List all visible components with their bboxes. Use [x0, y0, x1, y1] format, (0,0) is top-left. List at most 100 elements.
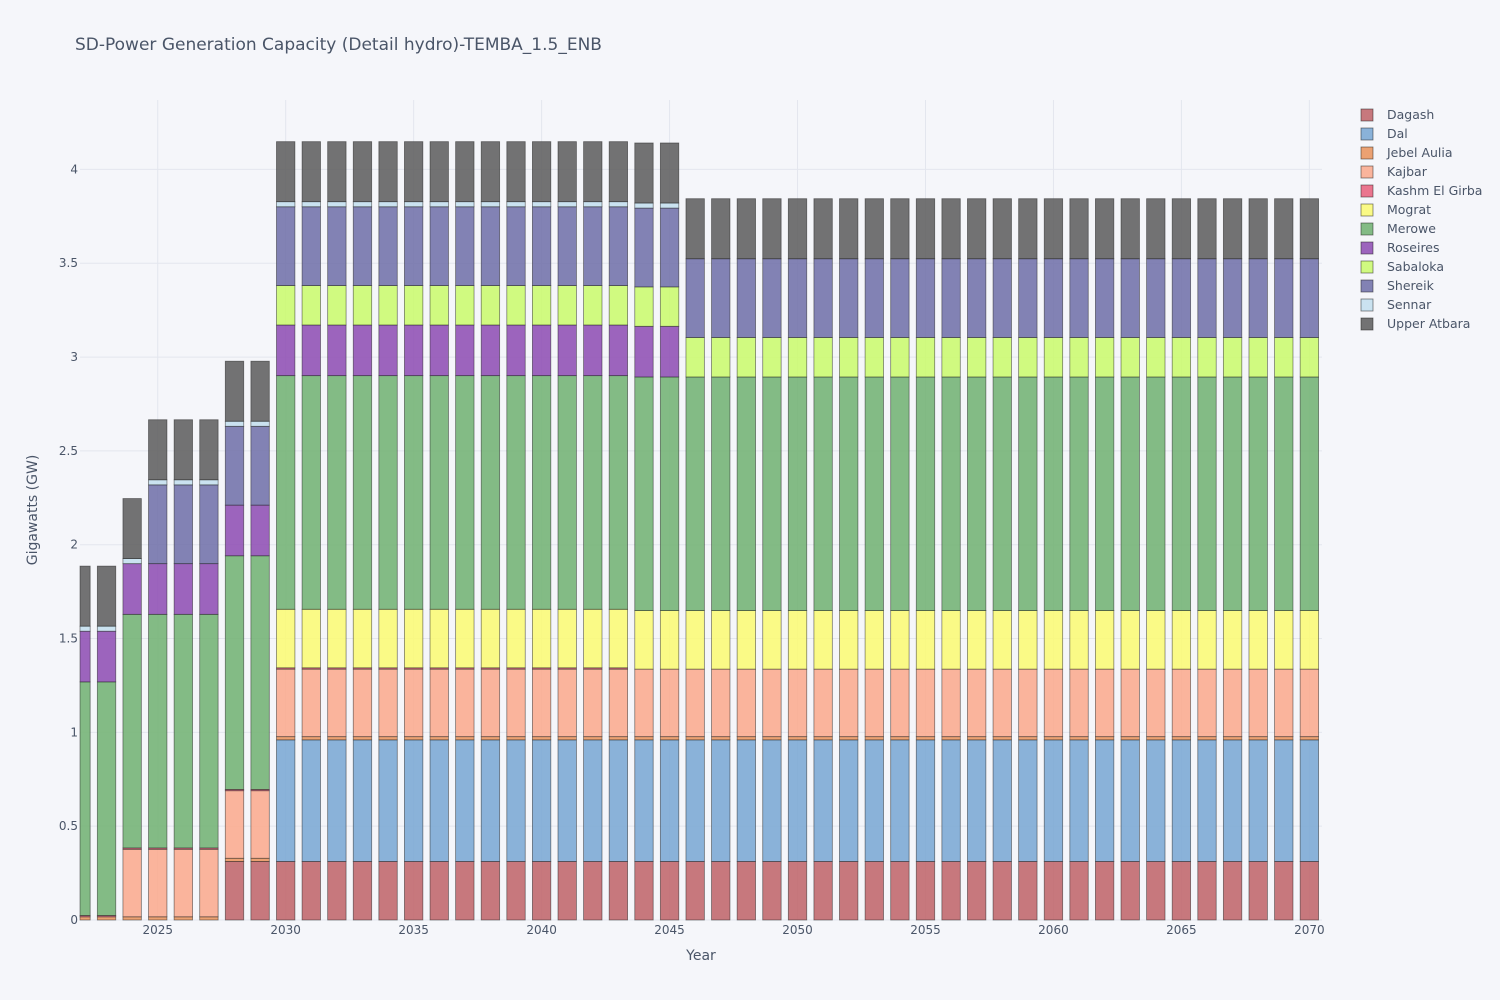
bar-segment-sabaloka: [1299, 337, 1319, 378]
bar-segment-merowe: [301, 375, 321, 610]
bar-segment-jebel-aulia: [634, 736, 654, 741]
bar-segment-sennar: [352, 201, 373, 208]
bar-segment-roseires: [276, 324, 296, 377]
legend-item-dagash[interactable]: Dagash: [1360, 107, 1434, 122]
bar-segment-kajbar: [148, 848, 168, 918]
bar-segment-dagash: [685, 861, 705, 921]
bar-segment-merowe: [1299, 376, 1319, 611]
bar-segment-merowe: [608, 375, 628, 610]
bar-stack-2043: [608, 141, 628, 921]
bar-segment-dagash: [327, 861, 347, 921]
bar-segment-jebel-aulia: [429, 736, 449, 741]
legend-item-merowe[interactable]: Merowe: [1360, 221, 1436, 236]
bar-segment-sennar: [634, 202, 654, 209]
bar-segment-upper-atbara: [404, 141, 424, 203]
legend-item-shereik[interactable]: Shereik: [1360, 278, 1435, 293]
legend-item-kajbar[interactable]: Kajbar: [1360, 164, 1428, 179]
bar-segment-dagash: [1197, 861, 1217, 921]
bar-segment-jebel-aulia: [864, 736, 884, 741]
bar-segment-shereik: [762, 258, 782, 338]
bar-segment-merowe: [429, 375, 449, 610]
bar-segment-dagash: [1299, 861, 1319, 921]
bar-segment-merowe: [736, 376, 756, 611]
bar-segment-merowe: [1274, 376, 1294, 611]
bar-stack-2037: [455, 141, 475, 921]
bar-segment-jebel-aulia: [1274, 736, 1294, 741]
bar-stack-2068: [1248, 198, 1268, 921]
bar-segment-kajbar: [915, 668, 936, 738]
bar-segment-upper-atbara: [301, 141, 321, 203]
bar-segment-shereik: [608, 206, 628, 286]
bar-stack-2026: [173, 419, 193, 921]
bar-segment-kajbar: [685, 668, 705, 738]
bar-segment-upper-atbara: [1146, 198, 1166, 260]
y-tick-label: 3.5: [59, 256, 78, 270]
bar-stack-2054: [890, 198, 910, 921]
legend-item-jebel-aulia[interactable]: Jebel Aulia: [1360, 145, 1453, 160]
bar-segment-roseires: [608, 324, 628, 377]
bar-segment-jebel-aulia: [557, 736, 577, 741]
bar-segment-upper-atbara: [659, 142, 680, 204]
bar-segment-roseires: [148, 563, 168, 615]
bar-segment-shereik: [250, 425, 270, 506]
bar-segment-shereik: [1248, 258, 1268, 338]
bar-segment-merowe: [813, 376, 833, 611]
bar-segment-sabaloka: [1197, 337, 1217, 378]
bar-segment-mograt: [1120, 610, 1140, 670]
legend-swatch: [1360, 203, 1374, 217]
bar-segment-dal: [864, 739, 884, 862]
bar-segment-sennar: [429, 201, 449, 208]
bar-segment-dal: [608, 739, 628, 862]
bar-segment-merowe: [583, 375, 603, 610]
y-tick-label: 3: [70, 350, 78, 364]
legend-label: Dagash: [1387, 107, 1434, 122]
bar-segment-shereik: [480, 206, 501, 286]
bar-segment-shereik: [915, 258, 936, 338]
bar-segment-upper-atbara: [1018, 198, 1038, 260]
legend-item-sabaloka[interactable]: Sabaloka: [1360, 259, 1444, 274]
bar-segment-jebel-aulia: [1299, 736, 1319, 741]
bar-stack-2070: [1299, 198, 1319, 921]
bar-segment-dagash: [531, 861, 552, 921]
bar-segment-kajbar: [813, 668, 833, 738]
bar-segment-dal: [1274, 739, 1294, 862]
bar-segment-sabaloka: [1146, 337, 1166, 378]
bar-segment-shereik: [1197, 258, 1217, 338]
legend-item-dal[interactable]: Dal: [1360, 126, 1408, 141]
bar-segment-upper-atbara: [148, 419, 168, 481]
bar-segment-dal: [404, 739, 424, 862]
x-axis-ticks: 2025 2030 2035 2040 2045 2050 2055 2060 2065 2070: [142, 923, 1324, 937]
bar-segment-sabaloka: [915, 337, 936, 378]
bar-segment-upper-atbara: [122, 498, 142, 559]
legend-item-sennar[interactable]: Sennar: [1360, 297, 1432, 312]
bar-segment-upper-atbara: [736, 198, 756, 260]
bar-segment-merowe: [890, 376, 910, 611]
bar-segment-kajbar: [659, 668, 680, 738]
bar-segment-mograt: [1197, 610, 1217, 670]
bar-segment-sabaloka: [378, 285, 398, 326]
bar-segment-sennar: [455, 201, 475, 208]
legend-item-upper-atbara[interactable]: Upper Atbara: [1360, 316, 1470, 331]
bar-segment-dal: [429, 739, 449, 862]
legend-label: Sennar: [1387, 297, 1432, 312]
bar-segment-upper-atbara: [79, 565, 91, 627]
bar-segment-dagash: [583, 861, 603, 921]
bar-segment-kajbar: [224, 790, 245, 859]
bar-stack-2042: [583, 141, 603, 921]
bar-segment-dagash: [915, 861, 936, 921]
bar-stack-2025: [148, 419, 168, 921]
bar-segment-mograt: [608, 608, 628, 669]
bar-segment-dal: [1120, 739, 1140, 862]
bar-segment-sennar: [583, 201, 603, 208]
bar-segment-sabaloka: [890, 337, 910, 378]
bar-segment-merowe: [557, 375, 577, 610]
bar-segment-dagash: [506, 861, 526, 921]
bar-stack-2050: [787, 198, 808, 921]
legend-item-roseires[interactable]: Roseires: [1360, 240, 1440, 255]
legend-item-kashm-el-girba[interactable]: Kashm El Girba: [1360, 183, 1482, 198]
bar-segment-kajbar: [1274, 668, 1294, 738]
bar-segment-kajbar: [327, 668, 347, 738]
legend-item-mograt[interactable]: Mograt: [1360, 202, 1431, 217]
bar-stack-2061: [1069, 198, 1089, 921]
bar-segment-dagash: [1222, 861, 1243, 921]
